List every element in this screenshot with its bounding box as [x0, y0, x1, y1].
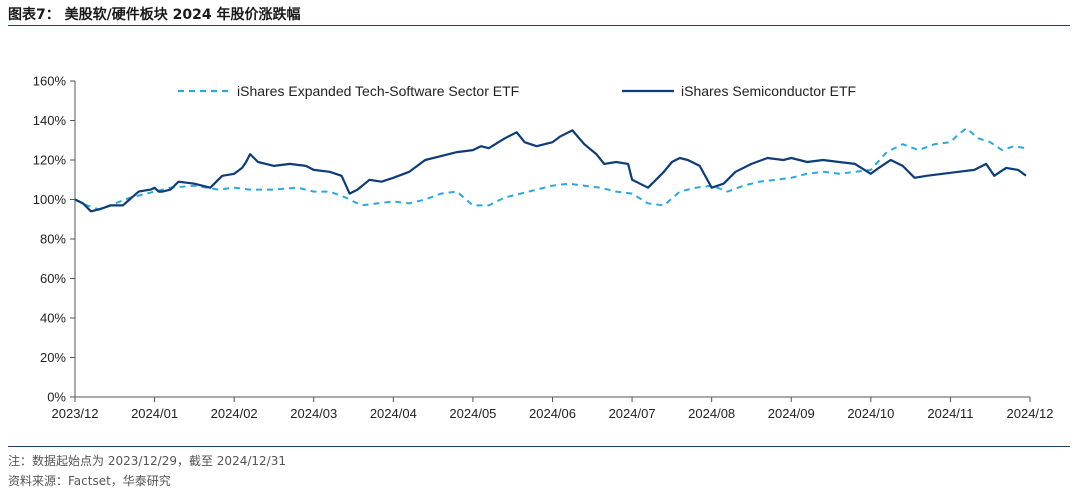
plot-area — [74, 127, 1027, 213]
x-axis: 2023/12 2024/01 2024/02 2024/03 2024/04 2024/… — [52, 396, 1054, 421]
chart-note: 注：数据起始点为 2023/12/29，截至 2024/12/31 — [8, 454, 286, 468]
x-tick-label: 2024/03 — [290, 406, 337, 421]
bottom-divider — [8, 446, 1070, 447]
top-divider — [8, 25, 1070, 26]
y-tick-label: 60% — [40, 271, 66, 286]
x-tick-label: 2024/11 — [927, 406, 973, 421]
x-tick-label: 2023/12 — [52, 406, 99, 421]
x-tick-label: 2024/01 — [131, 406, 178, 421]
x-tick-label: 2024/02 — [211, 406, 258, 421]
y-tick-label: 100% — [33, 192, 67, 207]
x-tick-label: 2024/09 — [768, 406, 815, 421]
x-tick-label: 2024/06 — [529, 406, 576, 421]
x-tick-label: 2024/08 — [688, 406, 735, 421]
y-tick-label: 40% — [40, 311, 66, 326]
line-chart: 0%20%40%60%80%100%120%140%160% 2023/12 20… — [33, 74, 1054, 422]
figure-title: 图表7： 美股软/硬件板块 2024 年股价涨跌幅 — [8, 7, 301, 23]
y-tick-label: 120% — [33, 153, 67, 168]
x-tick-label: 2024/05 — [449, 406, 496, 421]
legend-label: iShares Expanded Tech-Software Sector ET… — [237, 83, 519, 99]
x-tick-label: 2024/04 — [370, 406, 417, 421]
chart-source: 资料来源：Factset，华泰研究 — [8, 474, 171, 488]
series-line-semiconductor-etf — [74, 129, 1027, 213]
x-tick-label: 2024/07 — [609, 406, 656, 421]
x-tick-label: 2024/10 — [847, 406, 894, 421]
y-axis: 0% 20% 40% 60% 80% 100% 120% 140% 160% — [33, 74, 76, 405]
y-tick-label: 140% — [33, 113, 67, 128]
y-tick-label: 20% — [40, 350, 66, 365]
y-tick-label: 160% — [33, 74, 67, 89]
x-tick-label: 2024/12 — [1007, 406, 1054, 421]
legend-label: iShares Semiconductor ETF — [681, 83, 856, 99]
series-line-software-etf — [74, 127, 1027, 211]
y-tick-label: 0% — [47, 390, 66, 405]
y-tick-label: 80% — [40, 232, 66, 247]
legend: iShares Expanded Tech-Software Sector ET… — [178, 83, 856, 99]
